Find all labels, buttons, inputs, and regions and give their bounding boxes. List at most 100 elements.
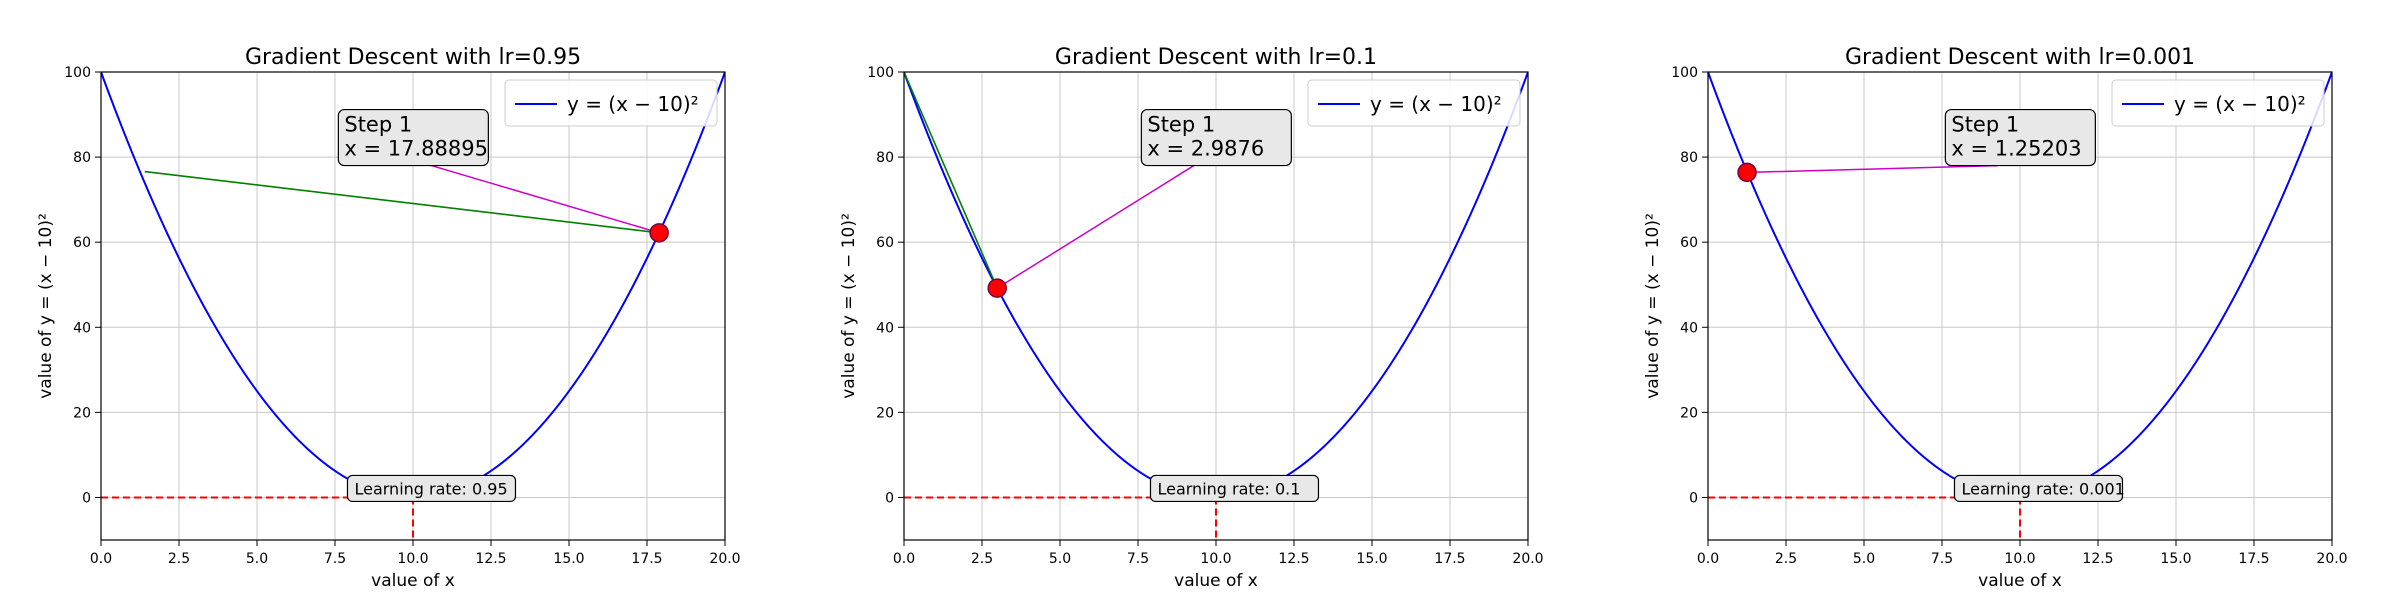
- x-axis-label: value of x: [1174, 571, 1258, 591]
- legend: y = (x − 10)²: [2111, 79, 2325, 127]
- x-tick-label: 10.0: [2004, 551, 2035, 567]
- y-tick-label: 100: [64, 65, 91, 81]
- x-tick-label: 7.5: [1931, 551, 1953, 567]
- x-tick-label: 7.5: [1127, 551, 1149, 567]
- x-tick-label: 17.5: [2238, 551, 2269, 567]
- x-axis-ticks: 0.0 2.5 5.0 7.5 10.0 12.5 15.0 17.5 20.0: [90, 540, 741, 567]
- x-tick-label: 2.5: [971, 551, 993, 567]
- annotation-arrow: [996, 164, 1195, 289]
- chart-title: Gradient Descent with lr=0.1: [1055, 45, 1377, 70]
- subplot-3: Step 1x = 1.25203 Learning rate: 0.001 y =…: [1643, 45, 2348, 591]
- x-tick-label: 0.0: [893, 551, 915, 567]
- y-tick-label: 40: [1680, 320, 1698, 336]
- legend-box: [1307, 79, 1521, 127]
- annotation-step-text: Step 1: [1147, 113, 1215, 137]
- y-tick-label: 20: [876, 405, 894, 421]
- current-point-marker: [1737, 162, 1757, 183]
- step-annotation: Step 1x = 17.88895: [337, 108, 489, 167]
- y-axis-ticks: 0 20 40 60 80 100: [867, 65, 904, 506]
- annotation-arrow: [431, 164, 661, 235]
- x-axis-ticks: 0.0 2.5 5.0 7.5 10.0 12.5 15.0 17.5 20.0: [1697, 540, 2348, 567]
- learning-rate-text: Learning rate: 0.001: [1961, 479, 2124, 498]
- y-tick-label: 60: [73, 235, 91, 251]
- y-axis-label: value of y = (x − 10)²: [1643, 213, 1663, 399]
- x-tick-label: 17.5: [631, 551, 662, 567]
- x-tick-label: 2.5: [168, 551, 190, 567]
- learning-rate-text: Learning rate: 0.95: [354, 479, 507, 498]
- y-tick-label: 60: [1680, 235, 1698, 251]
- x-tick-label: 12.5: [1278, 551, 1309, 567]
- step-annotation: Step 1x = 2.9876: [1140, 108, 1292, 167]
- x-tick-label: 10.0: [1200, 551, 1231, 567]
- x-axis-label: value of x: [1978, 571, 2062, 591]
- learning-rate-box: [1149, 474, 1320, 503]
- y-tick-label: 80: [1680, 150, 1698, 166]
- legend-box: [504, 79, 718, 127]
- x-tick-label: 2.5: [1775, 551, 1797, 567]
- y-tick-label: 80: [876, 150, 894, 166]
- learning-rate-text: Learning rate: 0.1: [1157, 479, 1300, 498]
- step-line: [144, 170, 660, 234]
- x-tick-label: 12.5: [2082, 551, 2113, 567]
- subplot-1: Step 1x = 17.88895 Learning rate: 0.95 y =…: [36, 45, 741, 591]
- y-tick-label: 0: [82, 490, 91, 506]
- y-axis-label: value of y = (x − 10)²: [36, 213, 56, 399]
- y-tick-label: 100: [867, 65, 894, 81]
- y-tick-label: 80: [73, 150, 91, 166]
- legend-box: [2111, 79, 2325, 127]
- x-tick-label: 17.5: [1434, 551, 1465, 567]
- learning-rate-label: Learning rate: 0.001: [1953, 474, 2125, 503]
- annotation-box: [337, 108, 489, 167]
- x-tick-label: 15.0: [553, 551, 584, 567]
- annotation-step-text: Step 1: [344, 113, 412, 137]
- y-axis-ticks: 0 20 40 60 80 100: [1671, 65, 1708, 506]
- x-tick-label: 5.0: [1049, 551, 1071, 567]
- y-tick-label: 100: [1671, 65, 1698, 81]
- y-tick-label: 40: [876, 320, 894, 336]
- y-axis-ticks: 0 20 40 60 80 100: [64, 65, 101, 506]
- annotation-x-text: x = 2.9876: [1147, 137, 1264, 161]
- x-tick-label: 0.0: [1697, 551, 1719, 567]
- learning-rate-box: [346, 474, 517, 503]
- learning-rate-label: Learning rate: 0.1: [1149, 474, 1320, 503]
- chart-title: Gradient Descent with lr=0.001: [1845, 45, 2195, 70]
- y-tick-label: 60: [876, 235, 894, 251]
- annotation-box: [1944, 108, 2096, 167]
- annotation-step-text: Step 1: [1951, 113, 2019, 137]
- x-tick-label: 20.0: [1512, 551, 1543, 567]
- x-tick-label: 7.5: [324, 551, 346, 567]
- x-tick-label: 15.0: [2160, 551, 2191, 567]
- learning-rate-box: [1953, 474, 2124, 503]
- step-line: [904, 72, 998, 289]
- x-tick-label: 20.0: [709, 551, 740, 567]
- x-axis-ticks: 0.0 2.5 5.0 7.5 10.0 12.5 15.0 17.5 20.0: [893, 540, 1544, 567]
- x-tick-label: 0.0: [90, 551, 112, 567]
- x-axis-label: value of x: [371, 571, 455, 591]
- annotation-box: [1140, 108, 1292, 167]
- current-point-marker: [987, 278, 1007, 298]
- y-tick-label: 20: [1680, 405, 1698, 421]
- legend-label: y = (x − 10)²: [2174, 92, 2306, 116]
- annotation-arrow: [1746, 164, 1998, 177]
- chart-title: Gradient Descent with lr=0.95: [245, 45, 581, 70]
- learning-rate-label: Learning rate: 0.95: [346, 474, 517, 503]
- legend: y = (x − 10)²: [1307, 79, 1521, 127]
- y-tick-label: 20: [73, 405, 91, 421]
- legend-label: y = (x − 10)²: [1370, 92, 1502, 116]
- y-tick-label: 0: [885, 490, 894, 506]
- x-tick-label: 12.5: [475, 551, 506, 567]
- x-tick-label: 10.0: [397, 551, 428, 567]
- subplot-2: Step 1x = 2.9876 Learning rate: 0.1 y = (x…: [839, 45, 1544, 591]
- legend-label: y = (x − 10)²: [567, 92, 699, 116]
- x-tick-label: 5.0: [246, 551, 268, 567]
- annotation-x-text: x = 17.88895: [344, 137, 488, 161]
- legend: y = (x − 10)²: [504, 79, 718, 127]
- step-annotation: Step 1x = 1.25203: [1944, 108, 2096, 167]
- x-tick-label: 20.0: [2316, 551, 2347, 567]
- x-tick-label: 5.0: [1853, 551, 1875, 567]
- y-axis-label: value of y = (x − 10)²: [839, 213, 859, 399]
- annotation-x-text: x = 1.25203: [1951, 137, 2081, 161]
- current-point-marker: [649, 223, 669, 243]
